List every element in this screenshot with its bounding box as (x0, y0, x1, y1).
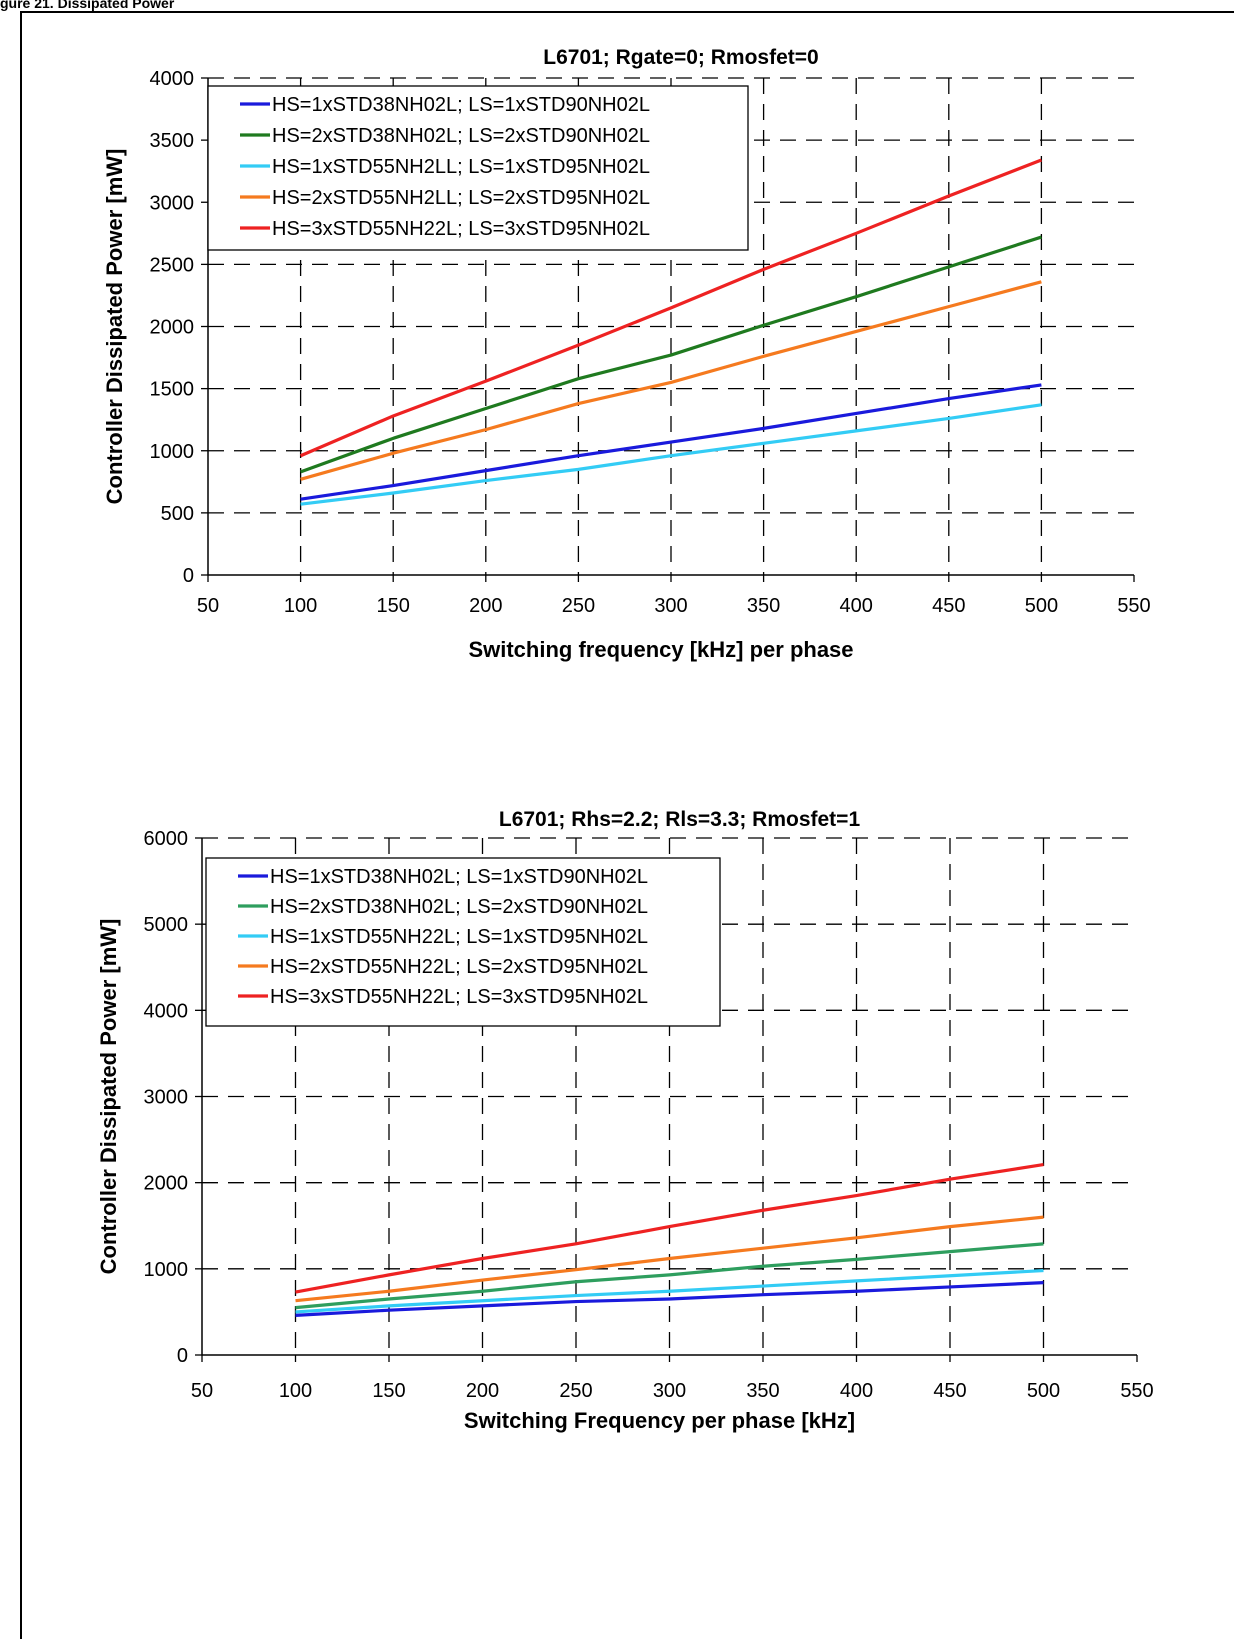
chart2-legend-label: HS=2xSTD38NH02L; LS=2xSTD90NH02L (270, 896, 648, 918)
chart1-legend-label: HS=2xSTD55NH2LL; LS=2xSTD95NH02L (272, 187, 650, 209)
chart1-legend-label: HS=3xSTD55NH22L; LS=3xSTD95NH02L (272, 218, 650, 240)
chart1-x-tick-label: 300 (654, 595, 687, 617)
chart1-x-axis-label: Switching frequency [kHz] per phase (468, 637, 853, 662)
chart1-x-tick-label: 250 (562, 595, 595, 617)
chart2-series-line-4 (295, 1215, 1044, 1303)
chart2-y-tick-label: 4000 (144, 1000, 189, 1022)
chart2-x-tick-label: 400 (840, 1380, 873, 1402)
chart1-x-tick-label: 150 (377, 595, 410, 617)
chart2-x-tick-label: 450 (933, 1380, 966, 1402)
chart1-series-line-3 (300, 403, 1042, 506)
chart1-y-tick-label: 2000 (150, 317, 195, 339)
chart1-x-tick-label: 400 (840, 595, 873, 617)
chart2-series-line-2 (295, 1242, 1044, 1310)
chart1-y-tick-label: 4000 (150, 68, 195, 90)
chart2-title: L6701; Rhs=2.2; Rls=3.3; Rmosfet=1 (499, 808, 861, 831)
page-header: gure 21. Dissipated Power (0, 0, 1234, 20)
chart1-series-line-5 (299, 158, 1042, 458)
chart2-x-tick-label: 300 (653, 1380, 686, 1402)
chart1-x-tick-label: 350 (747, 595, 780, 617)
chart1-y-tick-label: 0 (183, 565, 194, 587)
figure-frame (20, 11, 1234, 1639)
chart2-y-tick-label: 2000 (144, 1173, 189, 1195)
chart1-x-tick-label: 200 (469, 595, 502, 617)
chart1-x-tick-label: 500 (1025, 595, 1058, 617)
chart2-x-tick-label: 550 (1120, 1380, 1153, 1402)
chart2-x-tick-label: 200 (466, 1380, 499, 1402)
chart1-series-line-1 (300, 383, 1042, 501)
chart2-y-tick-label: 3000 (144, 1087, 189, 1109)
chart1-x-tick-label: 550 (1117, 595, 1150, 617)
chart2-series-line-5 (295, 1162, 1044, 1294)
chart1-x-tick-label: 450 (932, 595, 965, 617)
figure-caption: gure 21. Dissipated Power (0, 0, 175, 11)
chart2-x-axis-label: Switching Frequency per phase [kHz] (464, 1408, 855, 1433)
chart1-y-tick-label: 2500 (150, 254, 195, 276)
chart2-y-tick-label: 0 (177, 1345, 188, 1367)
chart1-legend-label: HS=1xSTD38NH02L; LS=1xSTD90NH02L (272, 94, 650, 116)
chart2-x-tick-label: 100 (279, 1380, 312, 1402)
chart2-x-tick-label: 500 (1027, 1380, 1060, 1402)
chart2-legend-label: HS=2xSTD55NH22L; LS=2xSTD95NH02L (270, 956, 648, 978)
chart1-legend-label: HS=1xSTD55NH2LL; LS=1xSTD95NH02L (272, 156, 650, 178)
chart1-title: L6701; Rgate=0; Rmosfet=0 (543, 46, 818, 69)
chart2-legend-label: HS=1xSTD55NH22L; LS=1xSTD95NH02L (270, 926, 648, 948)
chart1-y-tick-label: 3000 (150, 192, 195, 214)
chart2-y-axis-label: Controller Dissipated Power [mW] (96, 919, 121, 1275)
chart1-y-axis-label: Controller Dissipated Power [mW] (102, 149, 127, 505)
chart1-series-line-2 (300, 235, 1042, 474)
chart1-series-line-4 (300, 280, 1042, 481)
chart2-legend-box (205, 857, 721, 1027)
chart2-y-tick-label: 5000 (144, 914, 189, 936)
chart2-legend-label: HS=1xSTD38NH02L; LS=1xSTD90NH02L (270, 866, 648, 888)
chart1-legend-box (207, 85, 749, 251)
chart2-legend-label: HS=3xSTD55NH22L; LS=3xSTD95NH02L (270, 986, 648, 1008)
chart2-x-tick-label: 150 (372, 1380, 405, 1402)
chart1-y-tick-label: 500 (161, 503, 194, 525)
chart2-y-tick-label: 6000 (144, 828, 189, 850)
chart1-y-tick-label: 1000 (150, 441, 195, 463)
chart1-y-tick-label: 3500 (150, 130, 195, 152)
chart2-x-tick-label: 350 (746, 1380, 779, 1402)
chart1-x-tick-label: 50 (197, 595, 219, 617)
chart1-y-tick-label: 1500 (150, 379, 195, 401)
chart2-x-tick-label: 50 (191, 1380, 213, 1402)
chart2-series-line-3 (295, 1268, 1044, 1314)
chart1-legend-label: HS=2xSTD38NH02L; LS=2xSTD90NH02L (272, 125, 650, 147)
chart1-x-tick-label: 100 (284, 595, 317, 617)
chart2-series-line-1 (295, 1281, 1044, 1317)
chart2-x-tick-label: 250 (559, 1380, 592, 1402)
chart2-y-tick-label: 1000 (144, 1259, 189, 1281)
